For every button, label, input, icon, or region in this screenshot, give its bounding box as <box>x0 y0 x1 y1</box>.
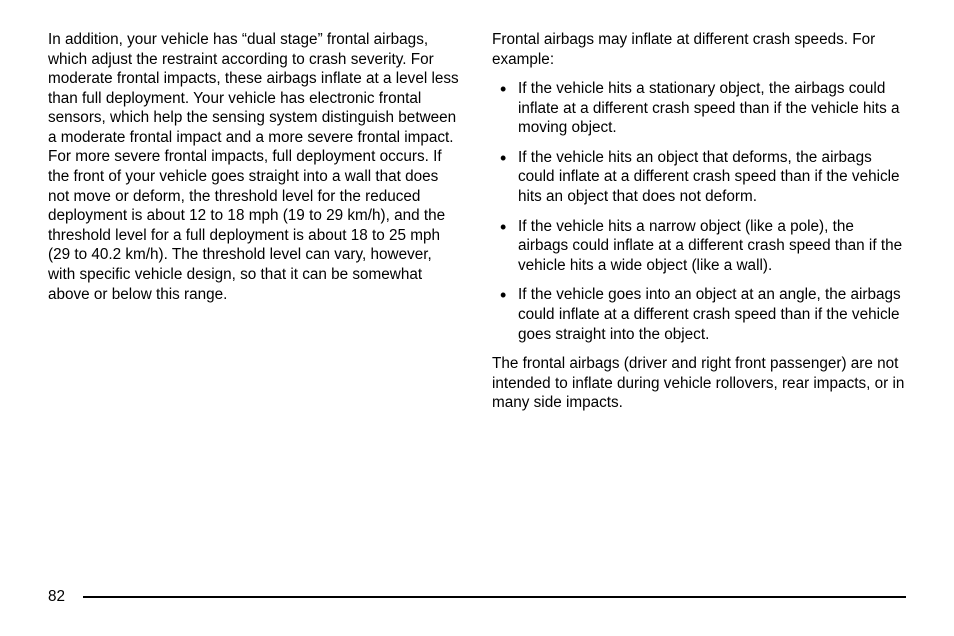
bullet-item: If the vehicle hits an object that defor… <box>492 148 906 207</box>
left-column: In addition, your vehicle has “dual stag… <box>48 30 462 423</box>
columns: In addition, your vehicle has “dual stag… <box>48 30 906 423</box>
bullet-item: If the vehicle goes into an object at an… <box>492 285 906 344</box>
page-number: 82 <box>48 588 65 606</box>
bullet-item: If the vehicle hits a stationary object,… <box>492 79 906 138</box>
bullet-list: If the vehicle hits a stationary object,… <box>492 79 906 344</box>
right-column: Frontal airbags may inflate at different… <box>492 30 906 423</box>
page-footer: 82 <box>48 588 906 606</box>
page: In addition, your vehicle has “dual stag… <box>0 0 954 636</box>
right-closing: The frontal airbags (driver and right fr… <box>492 354 906 413</box>
right-intro: Frontal airbags may inflate at different… <box>492 30 906 69</box>
left-para-1: In addition, your vehicle has “dual stag… <box>48 30 462 304</box>
footer-rule <box>83 596 906 598</box>
bullet-item: If the vehicle hits a narrow object (lik… <box>492 217 906 276</box>
